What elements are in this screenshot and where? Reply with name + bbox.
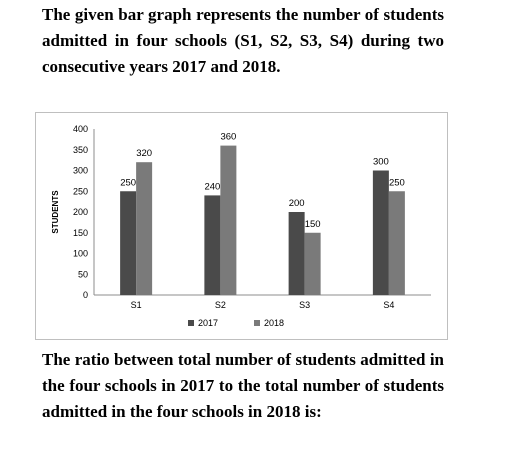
legend-swatch-2017 (188, 320, 194, 326)
y-tick-label: 0 (83, 290, 88, 300)
y-tick-label: 100 (73, 249, 88, 259)
bar-2017-S2 (204, 195, 221, 295)
bar-2017-S4 (372, 170, 389, 295)
y-tick-label: 250 (73, 186, 88, 196)
bar-chart: 0 50 100 150 200 250 300 350 400 STUDENTS S1 250 320… (35, 112, 448, 340)
y-tick-label: 300 (73, 166, 88, 176)
y-tick-label: 400 (73, 124, 88, 134)
x-tick-label: S4 (383, 300, 394, 310)
data-label: 250 (389, 177, 405, 188)
legend-label: 2018 (264, 318, 284, 328)
legend-label: 2017 (198, 318, 218, 328)
bar-2018-S3 (304, 232, 321, 295)
x-tick-label: S1 (131, 300, 142, 310)
x-tick-label: S3 (299, 300, 310, 310)
intro-paragraph: The given bar graph represents the numbe… (42, 5, 444, 76)
bar-2017-S1 (120, 191, 137, 295)
data-label: 150 (305, 219, 321, 230)
bar-2017-S3 (288, 212, 305, 295)
y-tick-label: 150 (73, 228, 88, 238)
bar-2018-S1 (136, 162, 153, 295)
legend-swatch-2018 (254, 320, 260, 326)
question-paragraph: The ratio between total number of studen… (42, 350, 444, 421)
chart-svg: 050100150200250300350400STUDENTSS1250320… (51, 124, 431, 328)
y-tick-label: 50 (78, 269, 88, 279)
bar-2018-S2 (220, 145, 237, 295)
x-tick-label: S2 (215, 300, 226, 310)
data-label: 240 (204, 181, 220, 192)
y-tick-label: 350 (73, 145, 88, 155)
y-axis-label: STUDENTS (51, 190, 60, 234)
data-label: 200 (289, 198, 305, 209)
y-tick-label: 200 (73, 207, 88, 217)
data-label: 360 (220, 132, 236, 143)
data-label: 300 (373, 157, 389, 168)
data-label: 320 (136, 148, 152, 159)
data-label: 250 (120, 177, 136, 188)
bar-2018-S4 (388, 191, 405, 295)
